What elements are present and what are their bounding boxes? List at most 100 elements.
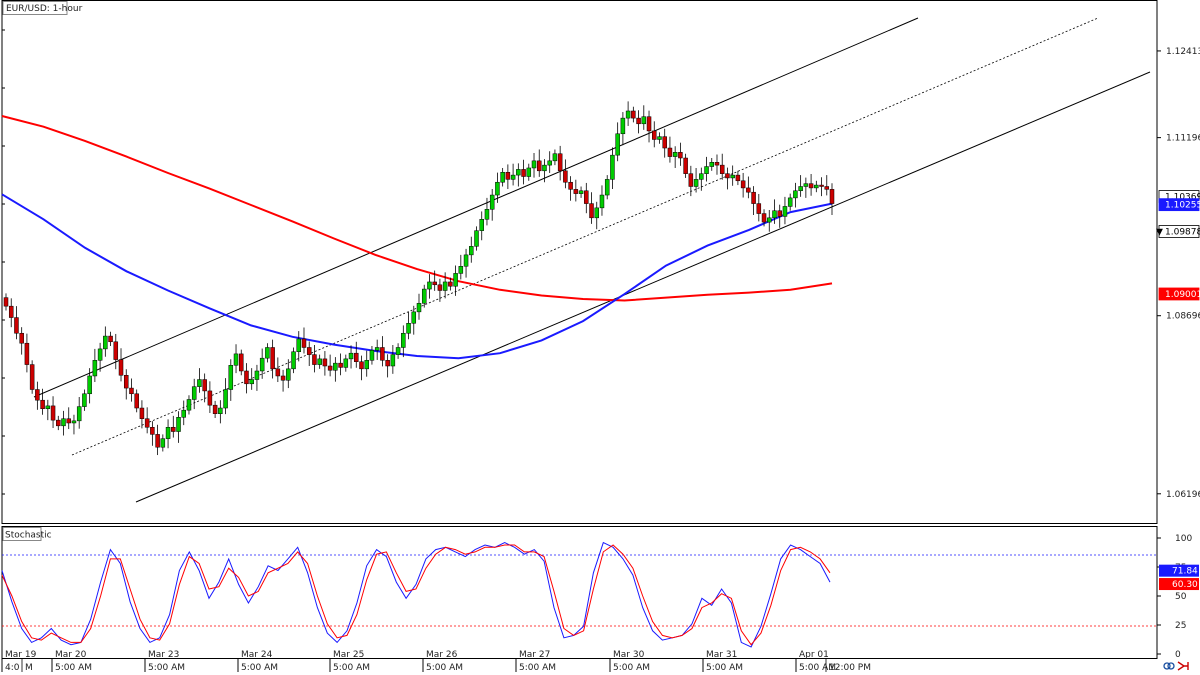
candle xyxy=(761,209,767,227)
stoch-tick-label: 25 xyxy=(1175,621,1186,631)
candle xyxy=(29,360,35,394)
x-tick-label: Mar 27 xyxy=(519,650,550,660)
candle xyxy=(186,395,192,415)
candle xyxy=(165,419,171,449)
candle xyxy=(714,154,720,175)
candle xyxy=(312,344,317,373)
candle xyxy=(542,159,547,183)
candle xyxy=(14,306,19,340)
candle xyxy=(740,172,746,198)
link-icon[interactable] xyxy=(1163,662,1175,670)
candle xyxy=(92,348,98,383)
candle xyxy=(244,363,249,394)
candle xyxy=(458,254,464,280)
stoch-tick-label: 100 xyxy=(1175,534,1192,544)
candle xyxy=(218,400,223,424)
candle xyxy=(212,400,218,418)
candle xyxy=(171,415,176,438)
candle xyxy=(678,142,683,166)
candle xyxy=(76,396,82,429)
candle xyxy=(735,170,741,186)
candle xyxy=(24,333,30,373)
candle xyxy=(129,378,134,402)
scroll-right-icon[interactable] xyxy=(1177,661,1189,671)
candle xyxy=(782,196,788,225)
candle xyxy=(343,354,349,372)
candle xyxy=(442,272,448,299)
candle xyxy=(82,389,87,411)
stoch-y-axis: 1007550250 xyxy=(1157,534,1192,660)
candle xyxy=(317,354,322,369)
candle xyxy=(599,185,605,216)
svg-text:1.10369: 1.10369 xyxy=(1165,193,1200,203)
candle xyxy=(573,179,579,202)
x-tick-label: 5:00 AM xyxy=(241,663,278,673)
candle xyxy=(730,165,735,186)
candle xyxy=(197,368,202,393)
x-tick-label: Mar 26 xyxy=(426,650,458,660)
candle xyxy=(625,101,631,126)
candle xyxy=(709,158,715,171)
candle xyxy=(56,415,61,431)
candlestick-series xyxy=(3,101,835,456)
candle xyxy=(463,248,469,278)
candle xyxy=(306,341,312,366)
x-tick-label: Mar 19 xyxy=(5,650,37,660)
candle xyxy=(390,344,396,374)
candle xyxy=(829,183,835,215)
x-tick-label: Apr 01 xyxy=(799,650,829,660)
candle xyxy=(259,348,265,379)
svg-text:1.09878: 1.09878 xyxy=(1165,228,1200,238)
candle xyxy=(380,336,385,367)
candle xyxy=(374,339,380,360)
candle xyxy=(108,331,113,347)
svg-text:60.30: 60.30 xyxy=(1172,580,1198,590)
candle xyxy=(803,177,809,198)
candle xyxy=(604,175,610,200)
candle xyxy=(547,151,552,173)
candle xyxy=(662,128,667,158)
x-tick-label: 5:00 AM xyxy=(55,663,92,673)
candle xyxy=(500,167,505,187)
stoch-d-line xyxy=(1,544,831,646)
candle xyxy=(824,175,830,196)
candle xyxy=(772,199,777,224)
price-badge: 1.09001 xyxy=(1158,287,1200,301)
candle xyxy=(364,350,369,377)
candle xyxy=(239,349,244,376)
candle xyxy=(683,153,688,178)
y-tick-label: 1.11196 xyxy=(1166,134,1200,144)
x-tick-label: Mar 31 xyxy=(706,650,737,660)
candle xyxy=(291,347,296,374)
candle xyxy=(406,311,411,340)
candle xyxy=(448,277,453,291)
x-tick-label: 5:00 AM xyxy=(613,663,650,673)
price-badge: 1.10255 xyxy=(1158,198,1200,212)
x-tick-label: 5:00 AM xyxy=(799,663,836,673)
candle xyxy=(505,164,511,189)
candle xyxy=(270,339,275,379)
candle xyxy=(719,153,725,180)
candle xyxy=(777,204,782,228)
candle xyxy=(40,388,45,415)
candle xyxy=(814,180,819,193)
candle xyxy=(61,410,66,436)
candle xyxy=(50,396,56,428)
candle xyxy=(401,325,406,358)
svg-text:71.84: 71.84 xyxy=(1172,567,1198,577)
candle xyxy=(411,305,417,335)
stoch-k-line xyxy=(1,541,831,648)
channel-upper-line xyxy=(33,17,919,398)
y-tick-label: 1.12413 xyxy=(1166,47,1200,57)
candle xyxy=(432,270,437,291)
candle xyxy=(207,381,213,414)
candle xyxy=(672,146,678,168)
ma-fast-line xyxy=(1,193,833,360)
candle xyxy=(646,110,652,143)
candle xyxy=(223,378,228,415)
candle xyxy=(134,389,139,413)
svg-text:▼: ▼ xyxy=(1156,228,1163,238)
candle xyxy=(296,331,302,362)
candle xyxy=(578,186,584,198)
